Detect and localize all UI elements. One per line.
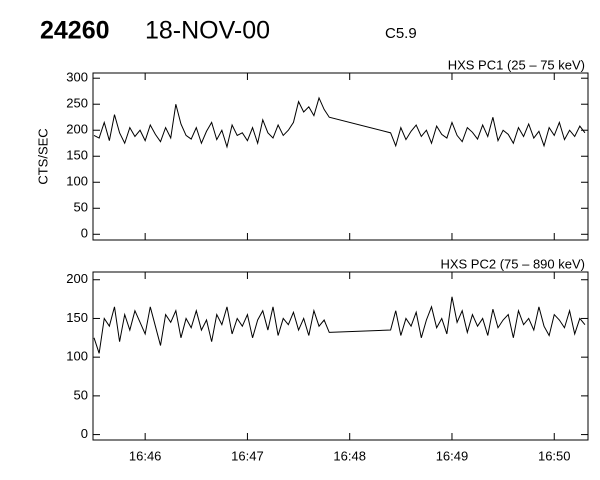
y-tick-label: 0 [81,426,88,441]
header-class: C5.9 [385,25,417,42]
x-tick-label: 16:46 [129,448,162,463]
y-tick-label: 150 [66,310,88,325]
x-tick-label: 16:47 [231,448,264,463]
plot-frame [92,271,589,441]
header-date: 18-NOV-00 [145,17,270,45]
y-tick-label: 0 [81,226,88,241]
y-axis-title: CTS/SEC [35,128,50,184]
y-tick-label: 100 [66,349,88,364]
panel-title: HXS PC2 (75 – 890 keV) [440,256,585,271]
y-tick-label: 200 [66,122,88,137]
plot-frame [92,72,589,241]
panel-title: HXS PC1 (25 – 75 keV) [448,57,585,72]
y-tick-label: 100 [66,174,88,189]
header-id: 24260 [40,17,110,45]
series-line [93,96,586,149]
x-tick-label: 16:49 [436,448,469,463]
y-tick-label: 50 [74,387,88,402]
y-tick-label: 200 [66,271,88,286]
y-tick-label: 150 [66,148,88,163]
y-tick-label: 300 [66,70,88,85]
series-line [93,296,586,354]
x-tick-label: 16:50 [538,448,571,463]
y-tick-label: 50 [74,200,88,215]
x-tick-label: 16:48 [333,448,366,463]
y-tick-label: 250 [66,96,88,111]
